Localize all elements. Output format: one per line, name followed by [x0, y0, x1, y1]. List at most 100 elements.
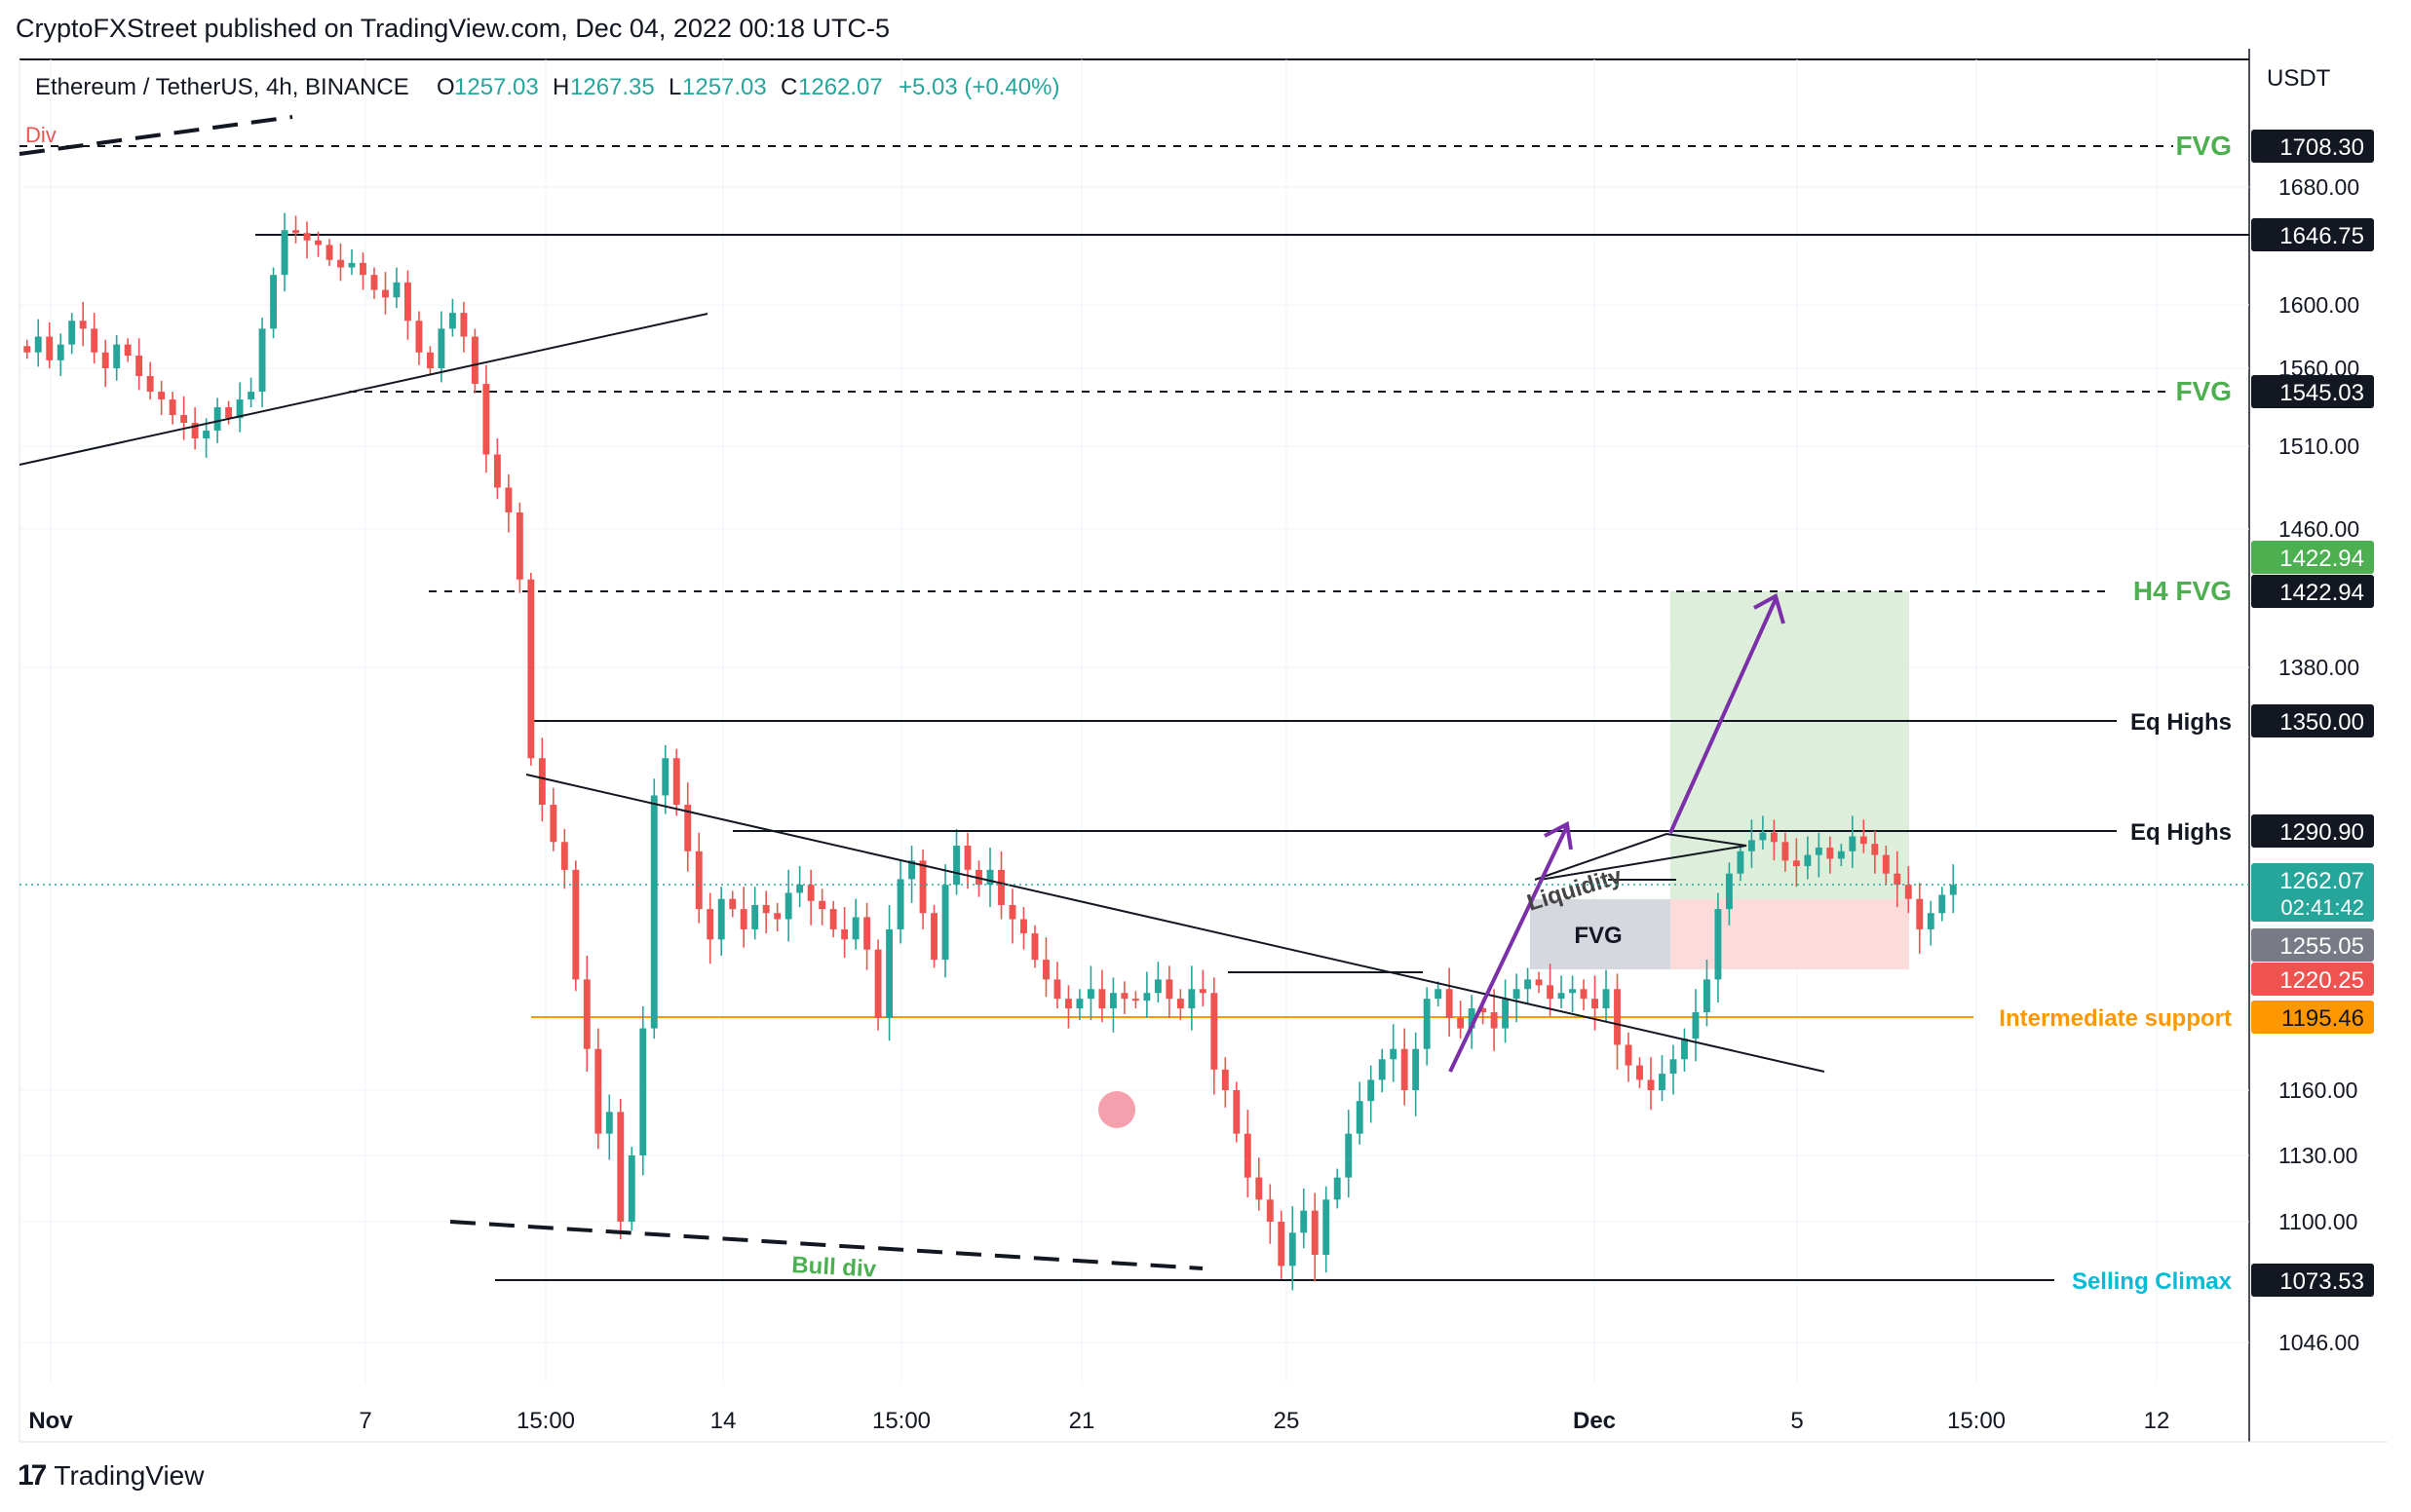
candle-body: [1300, 1210, 1308, 1233]
candle-body: [248, 392, 255, 400]
candle-body: [941, 885, 949, 961]
candle-body: [1938, 894, 1946, 914]
candle-body: [180, 415, 188, 424]
candle-body: [1625, 1044, 1632, 1066]
candle-body: [1859, 836, 1867, 845]
y-tick-label: 1560.00: [2278, 356, 2359, 381]
candle-body: [874, 949, 882, 1018]
projection-arrow-head-1: [1544, 820, 1573, 850]
x-tick-label: 14: [710, 1408, 737, 1434]
candle-body: [1445, 989, 1453, 1018]
tradingview-logo-icon: 17: [18, 1459, 47, 1492]
candle-body: [135, 356, 143, 377]
candle-body: [829, 909, 837, 929]
candle-body: [953, 846, 960, 886]
candle-body: [191, 423, 199, 439]
fvg-box-label: FVG: [1574, 923, 1622, 949]
level-price-tag: [2251, 130, 2374, 163]
candle-body: [897, 879, 904, 929]
candle-body: [751, 904, 759, 929]
tradingview-logo[interactable]: 17 TradingView: [18, 1459, 204, 1493]
candle-body: [1479, 1008, 1487, 1012]
price-tag-text: 1220.25: [2279, 967, 2364, 994]
candle-body: [819, 900, 826, 910]
candle-body: [213, 407, 221, 432]
x-tick-label: 7: [359, 1408, 371, 1434]
level-price-text: 1646.75: [2279, 223, 2364, 249]
ohlc-l-value: 1257.03: [682, 74, 767, 100]
candle-body: [1647, 1079, 1655, 1090]
candle-body: [471, 336, 478, 385]
projection-arrow: [1448, 825, 1569, 1073]
y-tick-label: 1380.00: [2278, 655, 2359, 680]
candle-body: [482, 384, 490, 455]
candle-body: [101, 352, 109, 368]
candle-body: [931, 913, 938, 961]
candle-body: [729, 898, 737, 910]
bull-div-label: Bull div: [791, 1252, 878, 1283]
candle-body: [583, 979, 591, 1049]
candle-body: [1557, 993, 1565, 1000]
candle-body: [1849, 836, 1856, 851]
price-tag-text: 1262.07: [2279, 868, 2364, 894]
publisher-line: CryptoFXStreet published on TradingView.…: [16, 14, 890, 43]
candle-body: [1400, 1048, 1408, 1090]
candle-body: [1580, 989, 1588, 1000]
candle-body: [1636, 1065, 1643, 1080]
candle-body: [1367, 1079, 1375, 1102]
y-tick-label: 1046.00: [2278, 1330, 2359, 1355]
candle-body: [605, 1112, 613, 1134]
level-label: H4 FVG: [2133, 576, 2232, 606]
candle-body: [560, 842, 568, 870]
falling-trendline: [525, 774, 1825, 1073]
level-price-text: 1290.90: [2279, 819, 2364, 846]
candles: [23, 212, 1957, 1291]
candle-body: [415, 321, 423, 353]
level-price-text: 1073.53: [2279, 1268, 2364, 1295]
candle-body: [1221, 1069, 1229, 1090]
candle-body: [1602, 989, 1610, 1009]
currency-label: USDT: [2267, 65, 2331, 92]
candle-body: [1166, 979, 1173, 1000]
candle-body: [516, 512, 523, 580]
y-tick-label: 1510.00: [2278, 434, 2359, 459]
candle-body: [1423, 999, 1431, 1049]
candle-body: [1345, 1133, 1353, 1178]
candle-body: [572, 869, 580, 980]
candle-body: [360, 262, 366, 276]
candle-body: [1681, 1039, 1688, 1060]
candle-body: [1871, 844, 1879, 855]
candle-body: [1109, 993, 1117, 1009]
candle-body: [998, 869, 1005, 905]
stop-loss-zone: [1670, 899, 1909, 969]
candle-body: [1781, 842, 1789, 861]
candle-body: [841, 928, 849, 940]
candle-body: [1087, 989, 1094, 1000]
rising-trendline: [19, 313, 708, 466]
candle-body: [203, 431, 210, 439]
y-tick-label: 1600.00: [2278, 292, 2359, 318]
x-tick-label: 15:00: [1947, 1408, 2006, 1434]
candle-body: [1199, 989, 1206, 994]
candle-body: [1288, 1232, 1296, 1266]
x-tick-label: 5: [1790, 1408, 1803, 1434]
candle-body: [1512, 989, 1520, 1000]
candle-body: [1053, 979, 1061, 1000]
candle-body: [594, 1048, 602, 1134]
candle-body: [1188, 989, 1196, 1009]
candle-body: [1703, 979, 1710, 1012]
level-label: Intermediate support: [1999, 1005, 2232, 1032]
candle-body: [740, 909, 747, 929]
level-price-text: 1195.46: [2281, 1005, 2364, 1032]
candle-body: [281, 230, 288, 276]
candle-body: [1435, 989, 1442, 1000]
ohlc-c: C: [781, 74, 797, 100]
level-label: FVG: [2175, 376, 2232, 406]
level-price-tag: [2251, 704, 2374, 737]
ohlc-c-value: 1262.07: [798, 74, 883, 100]
candle-body: [1659, 1074, 1665, 1090]
candle-body: [1020, 919, 1027, 934]
candle-body: [1333, 1177, 1341, 1200]
